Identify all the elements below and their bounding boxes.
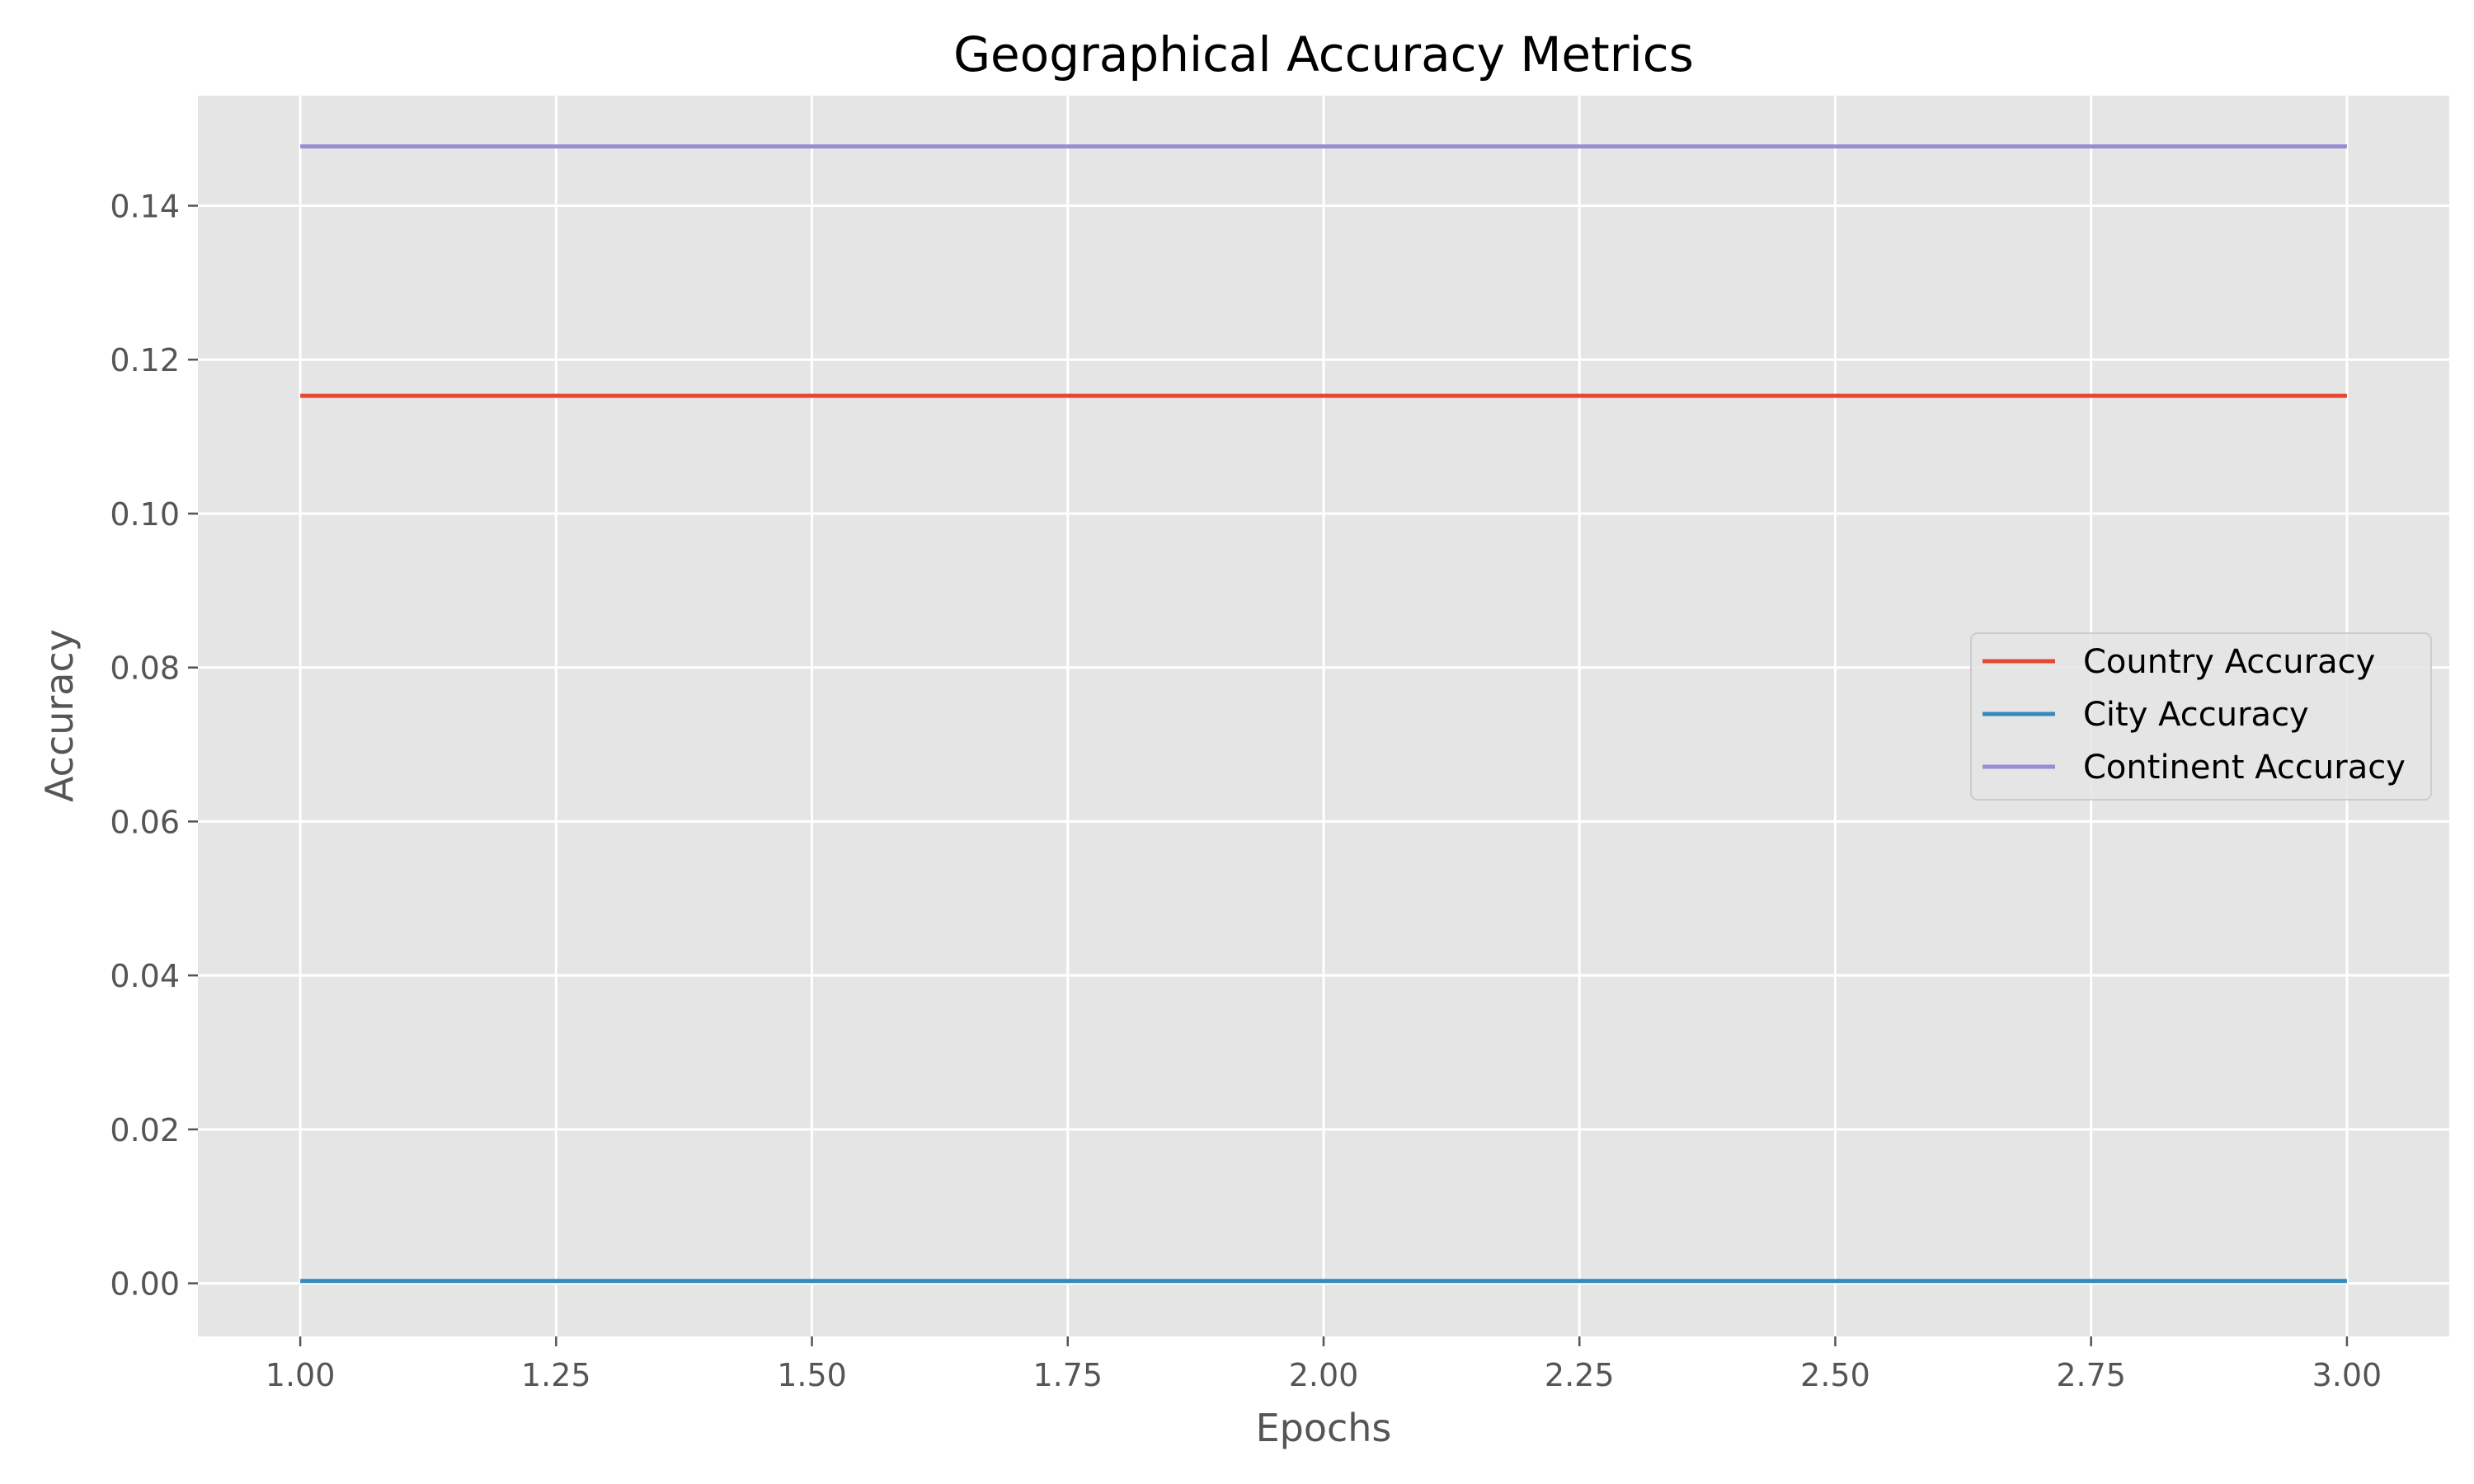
y-tick-label: 0.02 xyxy=(110,1112,180,1148)
x-tick-label: 1.75 xyxy=(1032,1357,1103,1393)
y-tick-label: 0.08 xyxy=(110,650,180,687)
x-tick-label: 2.25 xyxy=(1545,1357,1615,1393)
legend-items: Country Accuracy City Accuracy Continent A… xyxy=(1982,643,2406,787)
y-tick-label: 0.14 xyxy=(110,189,180,225)
chart-title: Geographical Accuracy Metrics xyxy=(953,26,1694,82)
legend-box xyxy=(1970,632,2432,801)
y-tick-label: 0.10 xyxy=(110,496,180,533)
x-tick-label: 1.50 xyxy=(777,1357,847,1393)
y-axis-label: Accuracy xyxy=(37,629,82,802)
legend-label: City Accuracy xyxy=(2083,696,2309,734)
y-axis-ticks: 0.00 0.02 0.04 0.06 0.08 0.10 0.12 0.14 xyxy=(110,189,198,1303)
y-tick-label: 0.06 xyxy=(110,804,180,840)
x-tick-label: 2.50 xyxy=(1800,1357,1870,1393)
x-tick-label: 1.25 xyxy=(521,1357,591,1393)
x-tick-label: 2.00 xyxy=(1289,1357,1359,1393)
legend-label: Country Accuracy xyxy=(2083,643,2375,681)
y-tick-label: 0.12 xyxy=(110,342,180,378)
y-tick-label: 0.04 xyxy=(110,958,180,994)
legend: Country Accuracy City Accuracy Continent A… xyxy=(1970,632,2432,801)
x-tick-label: 2.75 xyxy=(2056,1357,2126,1393)
series-layer xyxy=(300,144,2347,1284)
x-tick-label: 3.00 xyxy=(2312,1357,2382,1393)
x-axis-ticks: 1.00 1.25 1.50 1.75 2.00 2.25 2.50 2.75 3.00 xyxy=(266,1336,2382,1393)
legend-label: Continent Accuracy xyxy=(2083,749,2406,787)
grid-layer xyxy=(198,96,2449,1336)
x-tick-label: 1.00 xyxy=(266,1357,336,1393)
y-tick-label: 0.00 xyxy=(110,1266,180,1303)
x-axis-label: Epochs xyxy=(1256,1406,1392,1450)
